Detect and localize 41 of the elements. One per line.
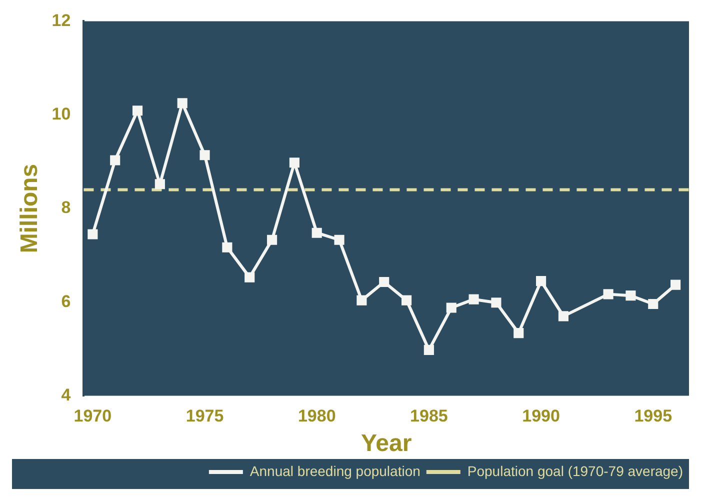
point	[88, 229, 98, 240]
x-axis-title: Year	[360, 430, 412, 458]
point	[401, 295, 412, 306]
y-tick-label: 4	[61, 385, 72, 404]
point	[670, 280, 681, 290]
y-tick-label: 12	[52, 10, 71, 30]
y-axis-title: Millions	[16, 164, 44, 254]
point	[110, 155, 120, 166]
point	[558, 311, 568, 322]
point	[289, 158, 300, 168]
point	[154, 179, 165, 190]
point	[379, 276, 390, 288]
point	[312, 228, 322, 238]
point	[648, 298, 658, 310]
legend-label: Population goal (1970-79 average)	[467, 462, 684, 479]
y-tick-label: 6	[61, 292, 71, 311]
point	[200, 150, 210, 160]
point	[334, 234, 344, 245]
x-tick-label: 1990	[522, 406, 560, 426]
point	[222, 242, 232, 252]
point	[446, 302, 456, 313]
y-tick-label: 8	[61, 198, 71, 218]
point	[132, 106, 143, 116]
x-tick-label: 1985	[410, 406, 448, 426]
point	[266, 234, 278, 245]
point	[356, 295, 367, 306]
y-tick-label: 10	[52, 104, 71, 124]
point	[536, 276, 546, 286]
x-tick-label: 1975	[186, 406, 224, 426]
point	[514, 328, 524, 338]
point	[424, 344, 434, 355]
point	[177, 98, 188, 108]
point	[491, 298, 502, 308]
point	[603, 289, 614, 300]
x-tick-label: 1995	[634, 406, 672, 426]
legend-label: Annual breeding population	[250, 462, 420, 479]
point	[244, 272, 255, 282]
x-tick-label: 1970	[74, 406, 112, 426]
x-tick-label: 1980	[298, 406, 336, 426]
point	[468, 294, 479, 304]
point	[626, 290, 636, 301]
